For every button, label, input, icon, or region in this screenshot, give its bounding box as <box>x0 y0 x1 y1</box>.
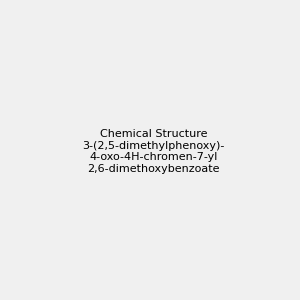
Text: Chemical Structure
3-(2,5-dimethylphenoxy)-
4-oxo-4H-chromen-7-yl
2,6-dimethoxyb: Chemical Structure 3-(2,5-dimethylphenox… <box>82 129 225 174</box>
